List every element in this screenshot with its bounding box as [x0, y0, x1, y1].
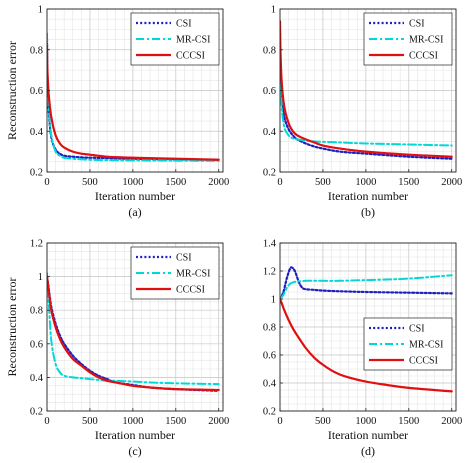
- x-tick-label: 1500: [398, 177, 419, 188]
- legend-box: [130, 246, 220, 300]
- x-tick-label: 0: [44, 416, 49, 427]
- legend: CSI MR-CSI CCCSI: [363, 317, 453, 371]
- series-line-cccsi: [280, 297, 453, 393]
- x-tick-label: 2000: [208, 177, 229, 188]
- x-tick-label: 0: [277, 177, 282, 188]
- y-tick-label: 0.4: [263, 127, 277, 138]
- series-line-cccsi: [47, 44, 220, 161]
- legend-label-csi: CSI: [176, 19, 192, 30]
- legend: CSI MR-CSI CCCSI: [363, 12, 453, 66]
- legend-label-mr-csi: MR-CSI: [176, 269, 210, 280]
- chart-panel-2: 0 500 1000 1500 2000 0.2 0.4 0.6 0.8 1 Iteration n…: [263, 5, 462, 220]
- y-tick-label: 0.4: [30, 373, 44, 384]
- axes-frame: [46, 242, 224, 412]
- legend-label-cccsi: CCCSI: [176, 285, 205, 296]
- series-line-cccsi: [280, 20, 453, 158]
- series-line-cccsi: [47, 275, 220, 392]
- y-tick-label: 1: [271, 5, 276, 16]
- legend-label-csi: CSI: [409, 19, 425, 30]
- x-tick-label: 500: [82, 177, 98, 188]
- series-line-mr-csi: [47, 272, 220, 386]
- y-tick-label: 0.8: [263, 45, 276, 56]
- legend-label-mr-csi: MR-CSI: [409, 340, 443, 351]
- legend: CSI MR-CSI CCCSI: [130, 246, 220, 300]
- x-tick-label: 2000: [208, 416, 229, 427]
- y-tick-label: 1.2: [263, 267, 276, 278]
- x-tick-label: 500: [82, 416, 98, 427]
- panel-caption: (c): [128, 444, 141, 458]
- x-tick-label: 1500: [165, 416, 186, 427]
- y-tick-label: 1.2: [30, 239, 43, 250]
- y-tick-label: 1.4: [263, 239, 277, 250]
- y-tick-label: 0.2: [263, 168, 276, 179]
- y-tick-label: 0.6: [30, 86, 43, 97]
- legend-label-cccsi: CCCSI: [176, 51, 205, 62]
- x-tick-label: 2000: [441, 177, 462, 188]
- x-axis-label: Iteration number: [95, 189, 175, 203]
- y-tick-label: 0.2: [263, 407, 276, 418]
- chart-panel-4: 0 500 1000 1500 2000 0.2 0.4 0.6 0.8 1 1.2 1.4 Itera…: [263, 239, 462, 459]
- legend-label-cccsi: CCCSI: [409, 356, 438, 367]
- panel-caption: (b): [361, 205, 375, 219]
- y-tick-label: 0.6: [263, 86, 276, 97]
- x-tick-label: 500: [315, 177, 331, 188]
- x-axis-label: Iteration number: [328, 189, 408, 203]
- x-tick-label: 0: [277, 416, 282, 427]
- legend: CSI MR-CSI CCCSI: [130, 12, 220, 66]
- legend-label-csi: CSI: [176, 253, 192, 264]
- x-tick-label: 0: [44, 177, 49, 188]
- legend-box: [363, 317, 453, 371]
- panel-caption: (d): [361, 444, 375, 458]
- y-tick-label: 1: [38, 5, 43, 16]
- chart-panel-1: 0 500 1000 1500 2000 0.2 0.4 0.6 0.8 1 Iteration n…: [5, 5, 229, 220]
- x-tick-label: 1500: [165, 177, 186, 188]
- y-tick-label: 0.8: [263, 323, 276, 334]
- legend-label-mr-csi: MR-CSI: [176, 35, 210, 46]
- series-line-mr-csi: [280, 274, 453, 300]
- y-axis-label: Reconstruction error: [5, 278, 19, 377]
- x-tick-label: 1500: [398, 416, 419, 427]
- y-tick-label: 0.4: [263, 379, 277, 390]
- panel-caption: (a): [128, 205, 141, 219]
- x-tick-label: 1000: [355, 177, 376, 188]
- x-tick-label: 2000: [441, 416, 462, 427]
- y-tick-label: 0.6: [263, 351, 276, 362]
- x-tick-label: 1000: [355, 416, 376, 427]
- legend-label-mr-csi: MR-CSI: [409, 35, 443, 46]
- x-tick-label: 1000: [122, 177, 143, 188]
- legend-label-cccsi: CCCSI: [409, 51, 438, 62]
- y-tick-label: 1: [38, 272, 43, 283]
- legend-box: [130, 12, 220, 66]
- x-axis-label: Iteration number: [95, 428, 175, 442]
- legend-label-csi: CSI: [409, 324, 425, 335]
- y-axis-label: Reconstruction error: [5, 41, 19, 140]
- y-tick-label: 0.8: [30, 306, 43, 317]
- x-axis-label: Iteration number: [328, 428, 408, 442]
- y-tick-label: 0.4: [30, 127, 44, 138]
- legend-box: [363, 12, 453, 66]
- x-tick-label: 1000: [122, 416, 143, 427]
- x-tick-label: 500: [315, 416, 331, 427]
- series-line-csi: [280, 266, 453, 301]
- y-tick-label: 0.6: [30, 339, 43, 350]
- y-tick-label: 1: [271, 295, 276, 306]
- series-line-mr-csi: [280, 32, 453, 147]
- chart-panel-3: 0 500 1000 1500 2000 0.2 0.4 0.6 0.8 1 1.2 Iteratio…: [5, 239, 229, 459]
- y-tick-label: 0.2: [30, 168, 43, 179]
- y-tick-label: 0.2: [30, 407, 43, 418]
- y-tick-label: 0.8: [30, 45, 43, 56]
- series-line-mr-csi: [47, 32, 220, 162]
